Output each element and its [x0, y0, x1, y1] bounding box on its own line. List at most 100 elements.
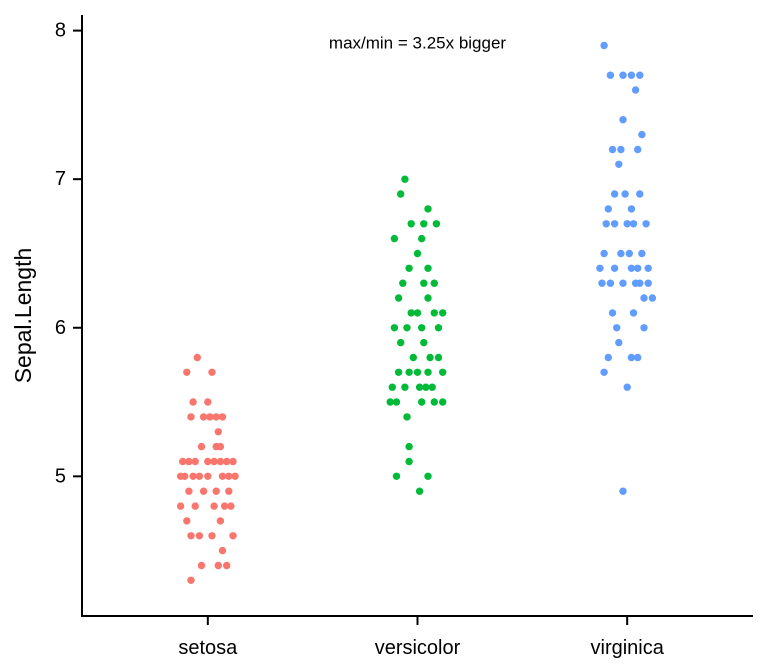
- data-point-virginica: [604, 353, 612, 362]
- data-point-versicolor: [405, 457, 413, 466]
- data-point-virginica: [636, 71, 644, 79]
- points-layer: [176, 41, 657, 584]
- data-point-setosa: [223, 457, 231, 466]
- data-point-versicolor: [394, 368, 403, 376]
- data-point-versicolor: [415, 487, 424, 495]
- data-point-setosa: [199, 487, 208, 495]
- data-point-setosa: [212, 487, 220, 495]
- data-point-virginica: [606, 279, 615, 287]
- data-point-virginica: [634, 145, 642, 154]
- x-category-label-setosa: setosa: [178, 637, 238, 659]
- data-point-virginica: [640, 294, 648, 302]
- data-point-virginica: [629, 220, 638, 228]
- data-point-virginica: [606, 71, 615, 79]
- data-point-setosa: [210, 502, 218, 510]
- data-point-virginica: [619, 71, 627, 79]
- data-point-virginica: [600, 249, 608, 258]
- y-tick-label: 6: [55, 317, 66, 339]
- data-point-virginica: [600, 368, 608, 376]
- data-point-setosa: [214, 561, 222, 570]
- data-point-setosa: [189, 398, 197, 406]
- data-point-setosa: [218, 546, 227, 555]
- data-point-setosa: [223, 561, 231, 570]
- data-point-versicolor: [392, 398, 401, 406]
- data-point-versicolor: [418, 398, 426, 406]
- x-category-label-virginica: virginica: [591, 637, 665, 659]
- data-point-versicolor: [424, 294, 432, 302]
- data-point-virginica: [615, 338, 623, 347]
- data-point-versicolor: [413, 249, 422, 258]
- data-point-versicolor: [439, 309, 447, 317]
- data-point-virginica: [610, 190, 619, 198]
- data-point-setosa: [195, 472, 204, 480]
- data-point-versicolor: [401, 175, 409, 183]
- data-point-virginica: [636, 190, 644, 198]
- data-point-versicolor: [386, 398, 394, 406]
- data-point-virginica: [615, 160, 623, 168]
- data-point-setosa: [197, 561, 206, 570]
- data-point-versicolor: [394, 294, 403, 302]
- data-point-virginica: [617, 249, 625, 258]
- data-point-versicolor: [409, 353, 417, 362]
- data-point-setosa: [216, 517, 225, 525]
- data-point-versicolor: [432, 220, 441, 228]
- data-point-versicolor: [403, 324, 411, 332]
- data-point-virginica: [627, 353, 636, 362]
- data-point-versicolor: [413, 309, 422, 317]
- data-point-setosa: [187, 413, 195, 421]
- data-point-virginica: [610, 220, 619, 228]
- data-point-versicolor: [439, 368, 447, 376]
- data-point-setosa: [191, 457, 199, 466]
- data-point-virginica: [634, 353, 642, 362]
- data-point-virginica: [602, 220, 610, 228]
- data-point-setosa: [189, 472, 197, 480]
- data-point-setosa: [204, 472, 212, 480]
- data-point-virginica: [627, 71, 636, 79]
- data-point-setosa: [210, 457, 218, 466]
- data-point-versicolor: [420, 338, 428, 347]
- data-point-versicolor: [405, 264, 413, 272]
- y-tick-label: 7: [55, 168, 66, 190]
- data-point-setosa: [204, 457, 212, 466]
- data-point-versicolor: [390, 324, 399, 332]
- data-point-virginica: [596, 264, 604, 272]
- data-point-versicolor: [424, 205, 432, 213]
- data-point-virginica: [640, 324, 648, 332]
- data-point-versicolor: [397, 190, 405, 198]
- data-point-setosa: [185, 487, 193, 495]
- data-point-virginica: [613, 324, 621, 332]
- data-point-setosa: [208, 532, 216, 540]
- data-point-virginica: [600, 41, 608, 50]
- data-point-versicolor: [390, 234, 399, 243]
- data-point-setosa: [176, 502, 185, 510]
- data-point-setosa: [183, 368, 191, 376]
- data-point-virginica: [608, 145, 617, 154]
- data-point-setosa: [187, 576, 195, 584]
- data-point-setosa: [191, 502, 199, 510]
- data-point-versicolor: [418, 234, 426, 243]
- data-point-setosa: [218, 413, 227, 421]
- data-point-versicolor: [418, 324, 426, 332]
- data-point-versicolor: [405, 442, 413, 451]
- data-point-virginica: [621, 190, 629, 198]
- data-point-setosa: [225, 472, 233, 480]
- data-point-versicolor: [422, 383, 430, 391]
- data-point-setosa: [195, 532, 204, 540]
- data-point-virginica: [619, 279, 627, 287]
- data-point-virginica: [629, 309, 638, 317]
- data-point-setosa: [220, 502, 229, 510]
- data-point-setosa: [204, 398, 212, 406]
- annotation-text: max/min = 3.25x bigger: [329, 33, 507, 52]
- data-point-versicolor: [434, 353, 443, 362]
- data-point-versicolor: [413, 368, 422, 376]
- data-point-setosa: [185, 457, 193, 466]
- data-point-virginica: [619, 116, 627, 124]
- data-point-virginica: [623, 220, 631, 228]
- data-point-setosa: [225, 487, 233, 495]
- data-point-setosa: [216, 457, 225, 466]
- axis-labels-layer: 5 6 7 8 setosa versicolor virginica: [55, 20, 665, 659]
- data-point-virginica: [604, 205, 612, 213]
- data-point-virginica: [623, 383, 631, 391]
- data-point-setosa: [176, 472, 185, 480]
- data-point-versicolor: [392, 472, 401, 480]
